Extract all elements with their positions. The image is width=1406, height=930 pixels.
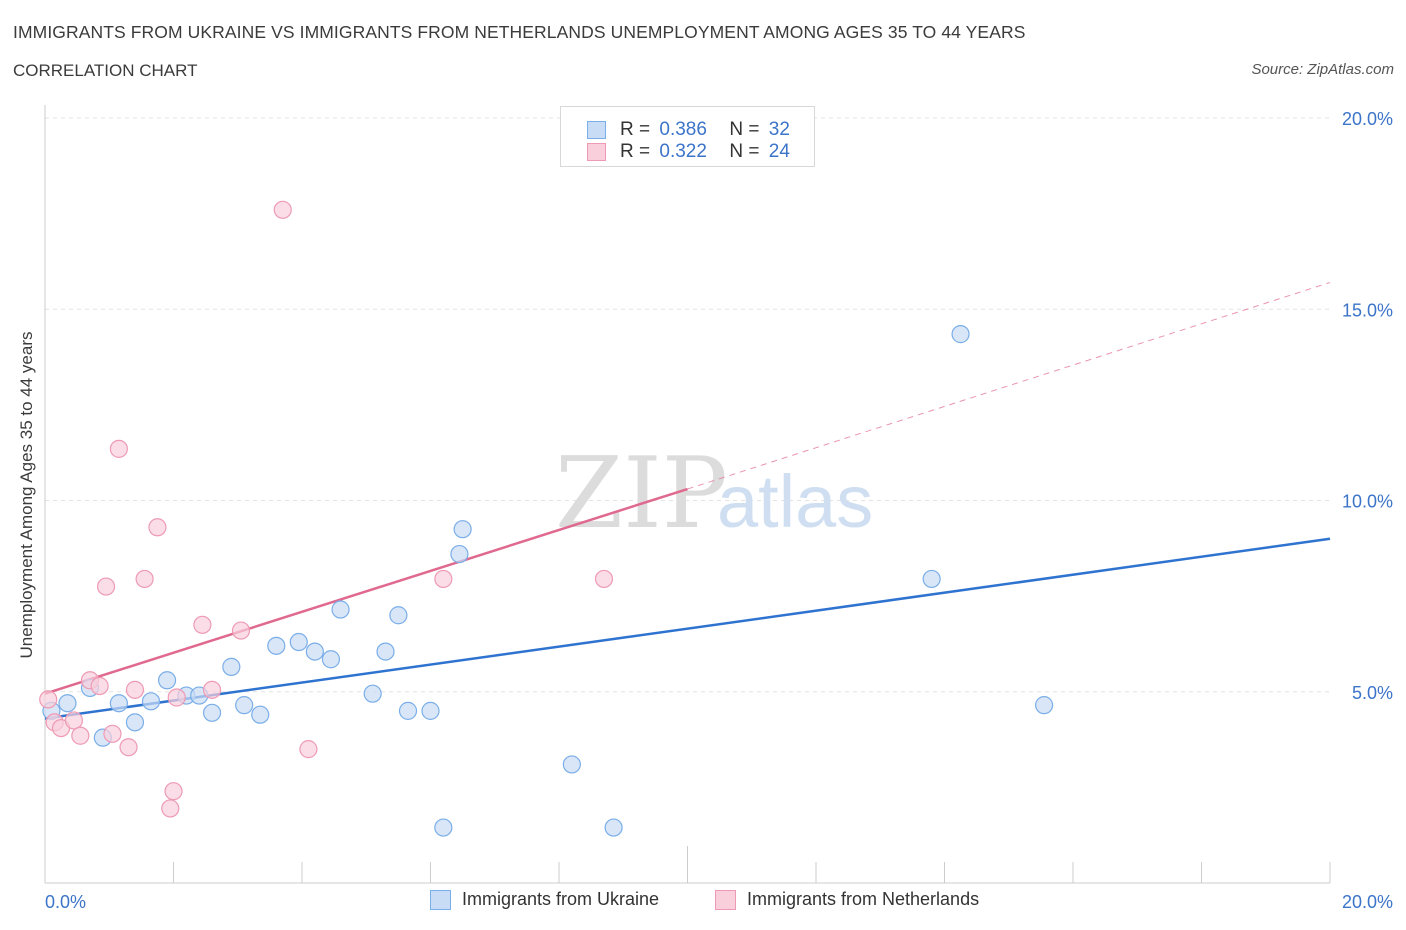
point-netherlands xyxy=(64,711,84,730)
chart-title: IMMIGRANTS FROM UKRAINE VS IMMIGRANTS FR… xyxy=(13,22,1026,42)
point-netherlands xyxy=(202,680,222,699)
tick-labels: 5.0% 10.0% 15.0% 20.0% 0.0% 20.0% xyxy=(45,109,1393,912)
point-netherlands xyxy=(109,439,128,458)
point-netherlands xyxy=(594,569,614,589)
point-netherlands xyxy=(273,200,292,219)
trendline-extension-1 xyxy=(687,281,1331,490)
watermark-atlas: atlas xyxy=(717,460,873,543)
legend-n-label: N = xyxy=(729,141,760,162)
legend-row-netherlands: R = 0.322 N = 24 xyxy=(587,140,790,164)
legend-n-label: N = xyxy=(729,119,760,140)
bottom-legend-label-ukraine: Immigrants from Ukraine xyxy=(462,889,660,909)
point-ukraine xyxy=(421,701,440,720)
legend-r-label: R = xyxy=(620,141,651,162)
watermark: ZIP atlas xyxy=(555,437,873,551)
point-netherlands xyxy=(103,724,122,743)
bottom-legend-ukraine: Immigrants from Ukraine xyxy=(430,889,659,910)
legend-r-value-netherlands: 0.322 xyxy=(659,141,707,162)
point-netherlands xyxy=(148,518,167,537)
legend-r-label: R = xyxy=(620,119,651,140)
point-netherlands xyxy=(125,680,145,699)
correlation-legend: R = 0.386 N = 32 R = 0.322 N = 24 xyxy=(560,106,815,167)
point-netherlands xyxy=(434,569,453,589)
legend-swatch-ukraine xyxy=(587,121,606,139)
point-ukraine xyxy=(922,569,941,589)
legend-r-value-ukraine: 0.386 xyxy=(659,119,707,140)
point-ukraine xyxy=(202,703,222,722)
point-ukraine xyxy=(235,696,254,715)
point-ukraine xyxy=(331,600,350,619)
point-ukraine xyxy=(389,606,408,625)
bottom-legend-netherlands: Immigrants from Netherlands xyxy=(715,889,979,910)
watermark-zip: ZIP xyxy=(555,437,728,551)
point-ukraine xyxy=(157,671,177,690)
point-netherlands xyxy=(161,799,180,818)
y-tick-label: 5.0% xyxy=(1352,683,1393,703)
point-netherlands xyxy=(135,569,154,589)
point-netherlands xyxy=(119,738,138,757)
y-tick-label: 10.0% xyxy=(1342,492,1393,512)
point-ukraine xyxy=(305,642,324,661)
point-ukraine xyxy=(58,694,77,713)
y-tick-label: 20.0% xyxy=(1342,109,1393,129)
point-netherlands xyxy=(231,621,251,640)
point-ukraine xyxy=(398,701,418,720)
point-ukraine xyxy=(109,694,128,713)
point-ukraine xyxy=(267,636,286,655)
point-netherlands xyxy=(90,676,109,696)
point-netherlands xyxy=(193,615,212,634)
point-netherlands xyxy=(164,782,183,801)
point-ukraine xyxy=(450,544,469,564)
axes xyxy=(44,105,1331,884)
source-credit: Source: ZipAtlas.com xyxy=(1251,61,1394,78)
chart-subtitle: CORRELATION CHART xyxy=(13,61,198,80)
x-tick-label-min: 0.0% xyxy=(45,892,86,912)
point-ukraine xyxy=(125,713,145,732)
point-ukraine xyxy=(321,650,341,669)
point-netherlands xyxy=(96,577,116,596)
point-ukraine xyxy=(562,755,581,774)
point-ukraine xyxy=(1034,696,1054,715)
trendline-1 xyxy=(44,487,688,695)
point-ukraine xyxy=(604,818,623,837)
point-ukraine xyxy=(453,520,472,539)
point-netherlands xyxy=(167,688,186,707)
legend-swatch-netherlands xyxy=(587,143,606,161)
bottom-legend-swatch-netherlands xyxy=(715,889,736,910)
bottom-legend-label-netherlands: Immigrants from Netherlands xyxy=(747,889,980,909)
y-tick-label: 15.0% xyxy=(1342,300,1393,320)
point-ukraine xyxy=(376,642,395,661)
trendlines xyxy=(44,281,1331,720)
point-netherlands xyxy=(299,740,318,759)
grid-lines xyxy=(45,117,1330,693)
point-ukraine xyxy=(951,325,970,344)
x-tick-label-max: 20.0% xyxy=(1342,892,1393,912)
point-netherlands xyxy=(39,690,58,709)
point-netherlands xyxy=(71,726,90,745)
data-points xyxy=(39,200,1054,837)
point-ukraine xyxy=(251,705,270,724)
legend-n-value-netherlands: 24 xyxy=(768,141,790,162)
bottom-legend-swatch-ukraine xyxy=(430,889,451,910)
point-ukraine xyxy=(141,692,161,711)
legend-row-ukraine: R = 0.386 N = 32 xyxy=(587,118,790,142)
point-ukraine xyxy=(434,818,453,837)
point-ukraine xyxy=(363,684,382,703)
point-ukraine xyxy=(222,657,241,676)
trendline-0 xyxy=(44,537,1331,720)
legend-n-value-ukraine: 32 xyxy=(768,119,790,140)
point-ukraine xyxy=(289,632,308,652)
